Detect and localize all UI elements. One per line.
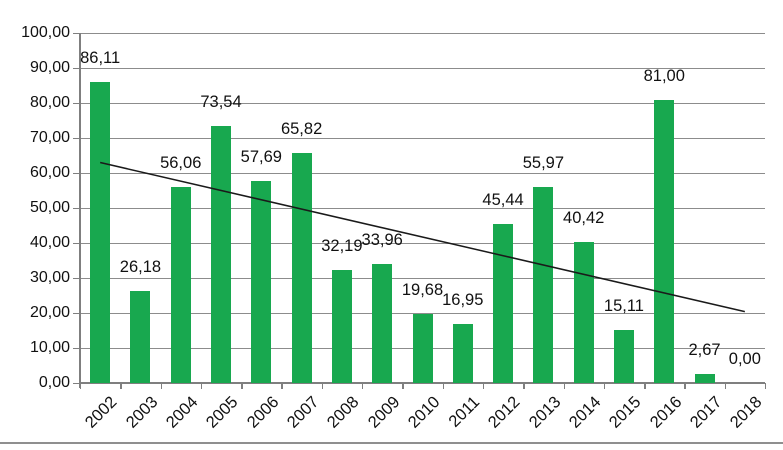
x-axis-tick	[724, 383, 727, 389]
x-axis-label: 2010	[404, 393, 444, 432]
bar-value-label: 81,00	[643, 66, 685, 85]
x-axis-tick	[160, 383, 162, 389]
y-axis-label: 20,00	[29, 304, 70, 321]
x-axis-tick	[684, 383, 686, 389]
y-axis-line	[79, 33, 81, 388]
gridline	[80, 33, 765, 35]
x-axis-tick	[482, 383, 485, 389]
x-axis-label: 2011	[445, 393, 484, 431]
y-axis-label: 60,00	[29, 164, 70, 181]
x-axis-tick	[120, 383, 122, 389]
x-axis-label: 2016	[646, 393, 685, 432]
bar	[331, 270, 352, 383]
x-axis-label: 2015	[606, 393, 645, 432]
x-axis-tick	[200, 383, 203, 389]
x-axis-label: 2008	[323, 393, 363, 432]
x-axis-tick	[321, 383, 324, 389]
x-axis-label: 2006	[243, 393, 283, 432]
y-axis-label: 10,00	[29, 339, 70, 356]
y-axis-label: 100,00	[21, 24, 70, 41]
y-axis-tick	[73, 278, 79, 280]
x-axis-label: 2005	[203, 393, 242, 432]
x-axis-tick	[563, 383, 565, 389]
bar-value-label: 0,00	[728, 350, 761, 368]
bar-value-label: 40,42	[563, 208, 605, 227]
bar-value-label: 65,82	[280, 119, 323, 138]
x-axis-tick	[442, 383, 445, 389]
gridline	[80, 313, 765, 315]
y-axis-tick	[73, 33, 79, 35]
bar-value-label: 33,96	[361, 231, 403, 250]
y-axis-label: 30,00	[29, 269, 70, 286]
bar	[170, 186, 191, 383]
x-axis-label: 2003	[122, 393, 162, 432]
x-axis-label: 2017	[686, 393, 726, 432]
x-axis-tick	[523, 383, 525, 389]
bar	[694, 373, 715, 383]
bar	[412, 314, 433, 383]
x-axis-label: 2012	[485, 393, 524, 432]
bar	[613, 330, 634, 383]
x-axis-tick	[644, 383, 646, 389]
y-axis-label: 0,00	[38, 374, 70, 391]
bar	[291, 152, 312, 383]
gridline	[80, 68, 765, 70]
bar	[452, 323, 473, 383]
x-axis-label: 2018	[726, 393, 766, 432]
x-axis-tick	[765, 383, 767, 389]
bar-value-label: 73,54	[200, 92, 242, 111]
x-axis-tick	[603, 383, 606, 389]
bar	[251, 181, 272, 383]
x-axis-label: 2002	[82, 393, 121, 432]
y-axis-tick	[73, 208, 79, 210]
y-axis-label: 50,00	[29, 199, 70, 216]
bar	[90, 81, 111, 383]
x-axis-label: 2009	[364, 393, 403, 432]
bar-value-label: 86,11	[80, 48, 121, 67]
bottom-rule	[0, 442, 783, 444]
gridline	[80, 103, 765, 105]
y-axis-tick	[73, 243, 79, 245]
gridline	[80, 138, 765, 140]
y-axis-tick	[73, 383, 79, 385]
y-axis-label: 90,00	[29, 59, 70, 76]
y-axis-label: 40,00	[29, 234, 70, 251]
bar-value-label: 2,67	[688, 340, 721, 359]
bar	[130, 291, 151, 383]
y-axis-tick	[73, 138, 79, 140]
bar	[493, 223, 514, 383]
x-axis-tick	[402, 383, 404, 389]
x-axis-label: 2004	[162, 393, 202, 432]
x-axis-label: 2007	[283, 393, 323, 432]
y-axis-tick	[73, 103, 79, 105]
y-axis-label: 80,00	[29, 94, 70, 111]
bar-value-label: 55,97	[522, 154, 565, 173]
x-axis-tick	[281, 383, 283, 389]
x-axis-tick	[241, 383, 243, 389]
y-axis-label: 70,00	[29, 129, 70, 146]
y-axis-tick	[73, 173, 79, 175]
x-axis-label: 2013	[525, 393, 565, 432]
bar-value-label: 57,69	[240, 148, 282, 167]
y-axis-tick	[73, 348, 79, 350]
y-axis-tick	[73, 313, 79, 315]
x-axis-label: 2014	[565, 393, 605, 432]
x-axis-tick	[362, 383, 364, 389]
y-axis-tick	[73, 68, 79, 70]
x-axis-tick	[80, 383, 82, 389]
